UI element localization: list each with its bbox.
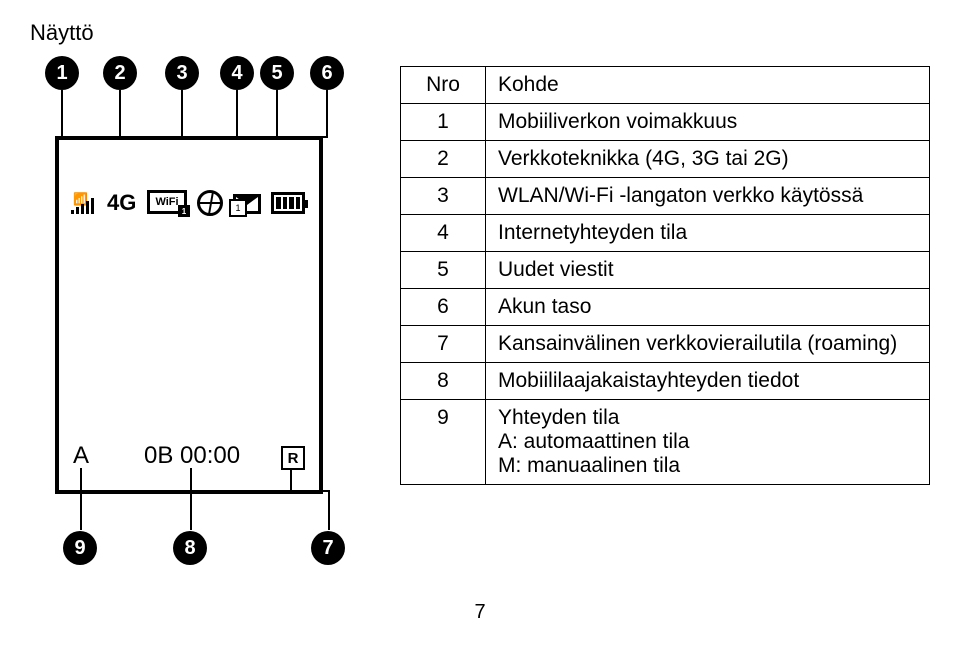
cell-n: 5 [401, 252, 486, 289]
table-header-row: Nro Kohde [401, 67, 930, 104]
connection-info: 0B 00:00 [144, 442, 240, 470]
connector [290, 468, 292, 490]
wifi-badge: 1 [178, 205, 190, 217]
main-row: 1 2 3 4 5 6 📶 4G [30, 56, 930, 576]
header-kohde: Kohde [486, 67, 930, 104]
bubble-8: 8 [173, 531, 207, 565]
message-icon: 1 [233, 194, 261, 214]
legend-table-wrap: Nro Kohde 1Mobiiliverkon voimakkuus 2Ver… [400, 56, 930, 485]
cell-n: 1 [401, 104, 486, 141]
page-number: 7 [30, 601, 930, 624]
table-row: 9Yhteyden tila A: automaattinen tila M: … [401, 400, 930, 485]
cell-k: Mobiililaajakaistayhteyden tiedot [486, 363, 930, 400]
cell-n: 7 [401, 326, 486, 363]
battery-icon [271, 192, 305, 214]
cell-k: Akun taso [486, 289, 930, 326]
bubble-1: 1 [45, 56, 79, 90]
wifi-icon: WiFi 1 [147, 190, 187, 214]
network-label: 4G [107, 190, 136, 216]
wifi-text: WiFi [155, 196, 178, 208]
bubble-6: 6 [310, 56, 344, 90]
connector [326, 90, 328, 136]
table-row: 7Kansainvälinen verkkovierailutila (roam… [401, 326, 930, 363]
diagram: 1 2 3 4 5 6 📶 4G [30, 56, 360, 576]
screen-bottom-row: A 0B 00:00 R [59, 440, 319, 470]
connector [290, 490, 330, 492]
table-row: 3WLAN/Wi-Fi -langaton verkko käytössä [401, 178, 930, 215]
legend-table: Nro Kohde 1Mobiiliverkon voimakkuus 2Ver… [400, 66, 930, 485]
table-row: 5Uudet viestit [401, 252, 930, 289]
cell-k: Mobiiliverkon voimakkuus [486, 104, 930, 141]
globe-icon [197, 190, 223, 216]
connector [80, 468, 82, 530]
bubble-7: 7 [311, 531, 345, 565]
table-row: 6Akun taso [401, 289, 930, 326]
device-screen: 📶 4G WiFi 1 1 [55, 136, 323, 494]
cell-k: Yhteyden tila A: automaattinen tila M: m… [486, 400, 930, 485]
header-nro: Nro [401, 67, 486, 104]
bubble-3: 3 [165, 56, 199, 90]
cell-n: 3 [401, 178, 486, 215]
cell-n: 6 [401, 289, 486, 326]
connector [190, 468, 192, 530]
cell-k: WLAN/Wi-Fi -langaton verkko käytössä [486, 178, 930, 215]
table-row: 8Mobiililaajakaistayhteyden tiedot [401, 363, 930, 400]
message-badge: 1 [229, 199, 247, 217]
bubble-5: 5 [260, 56, 294, 90]
bubble-2: 2 [103, 56, 137, 90]
bubble-9: 9 [63, 531, 97, 565]
cell-n: 2 [401, 141, 486, 178]
cell-n: 9 [401, 400, 486, 485]
cell-n: 8 [401, 363, 486, 400]
table-row: 4Internetyhteyden tila [401, 215, 930, 252]
table-row: 1Mobiiliverkon voimakkuus [401, 104, 930, 141]
cell-k: Kansainvälinen verkkovierailutila (roami… [486, 326, 930, 363]
bubble-4: 4 [220, 56, 254, 90]
mode-label: A [73, 442, 89, 470]
cell-k: Internetyhteyden tila [486, 215, 930, 252]
roaming-icon: R [281, 446, 305, 470]
table-row: 2Verkkoteknikka (4G, 3G tai 2G) [401, 141, 930, 178]
page-title: Näyttö [30, 20, 930, 46]
connector [328, 490, 330, 530]
cell-n: 4 [401, 215, 486, 252]
cell-k: Verkkoteknikka (4G, 3G tai 2G) [486, 141, 930, 178]
cell-k: Uudet viestit [486, 252, 930, 289]
signal-icon: 📶 [71, 192, 99, 214]
